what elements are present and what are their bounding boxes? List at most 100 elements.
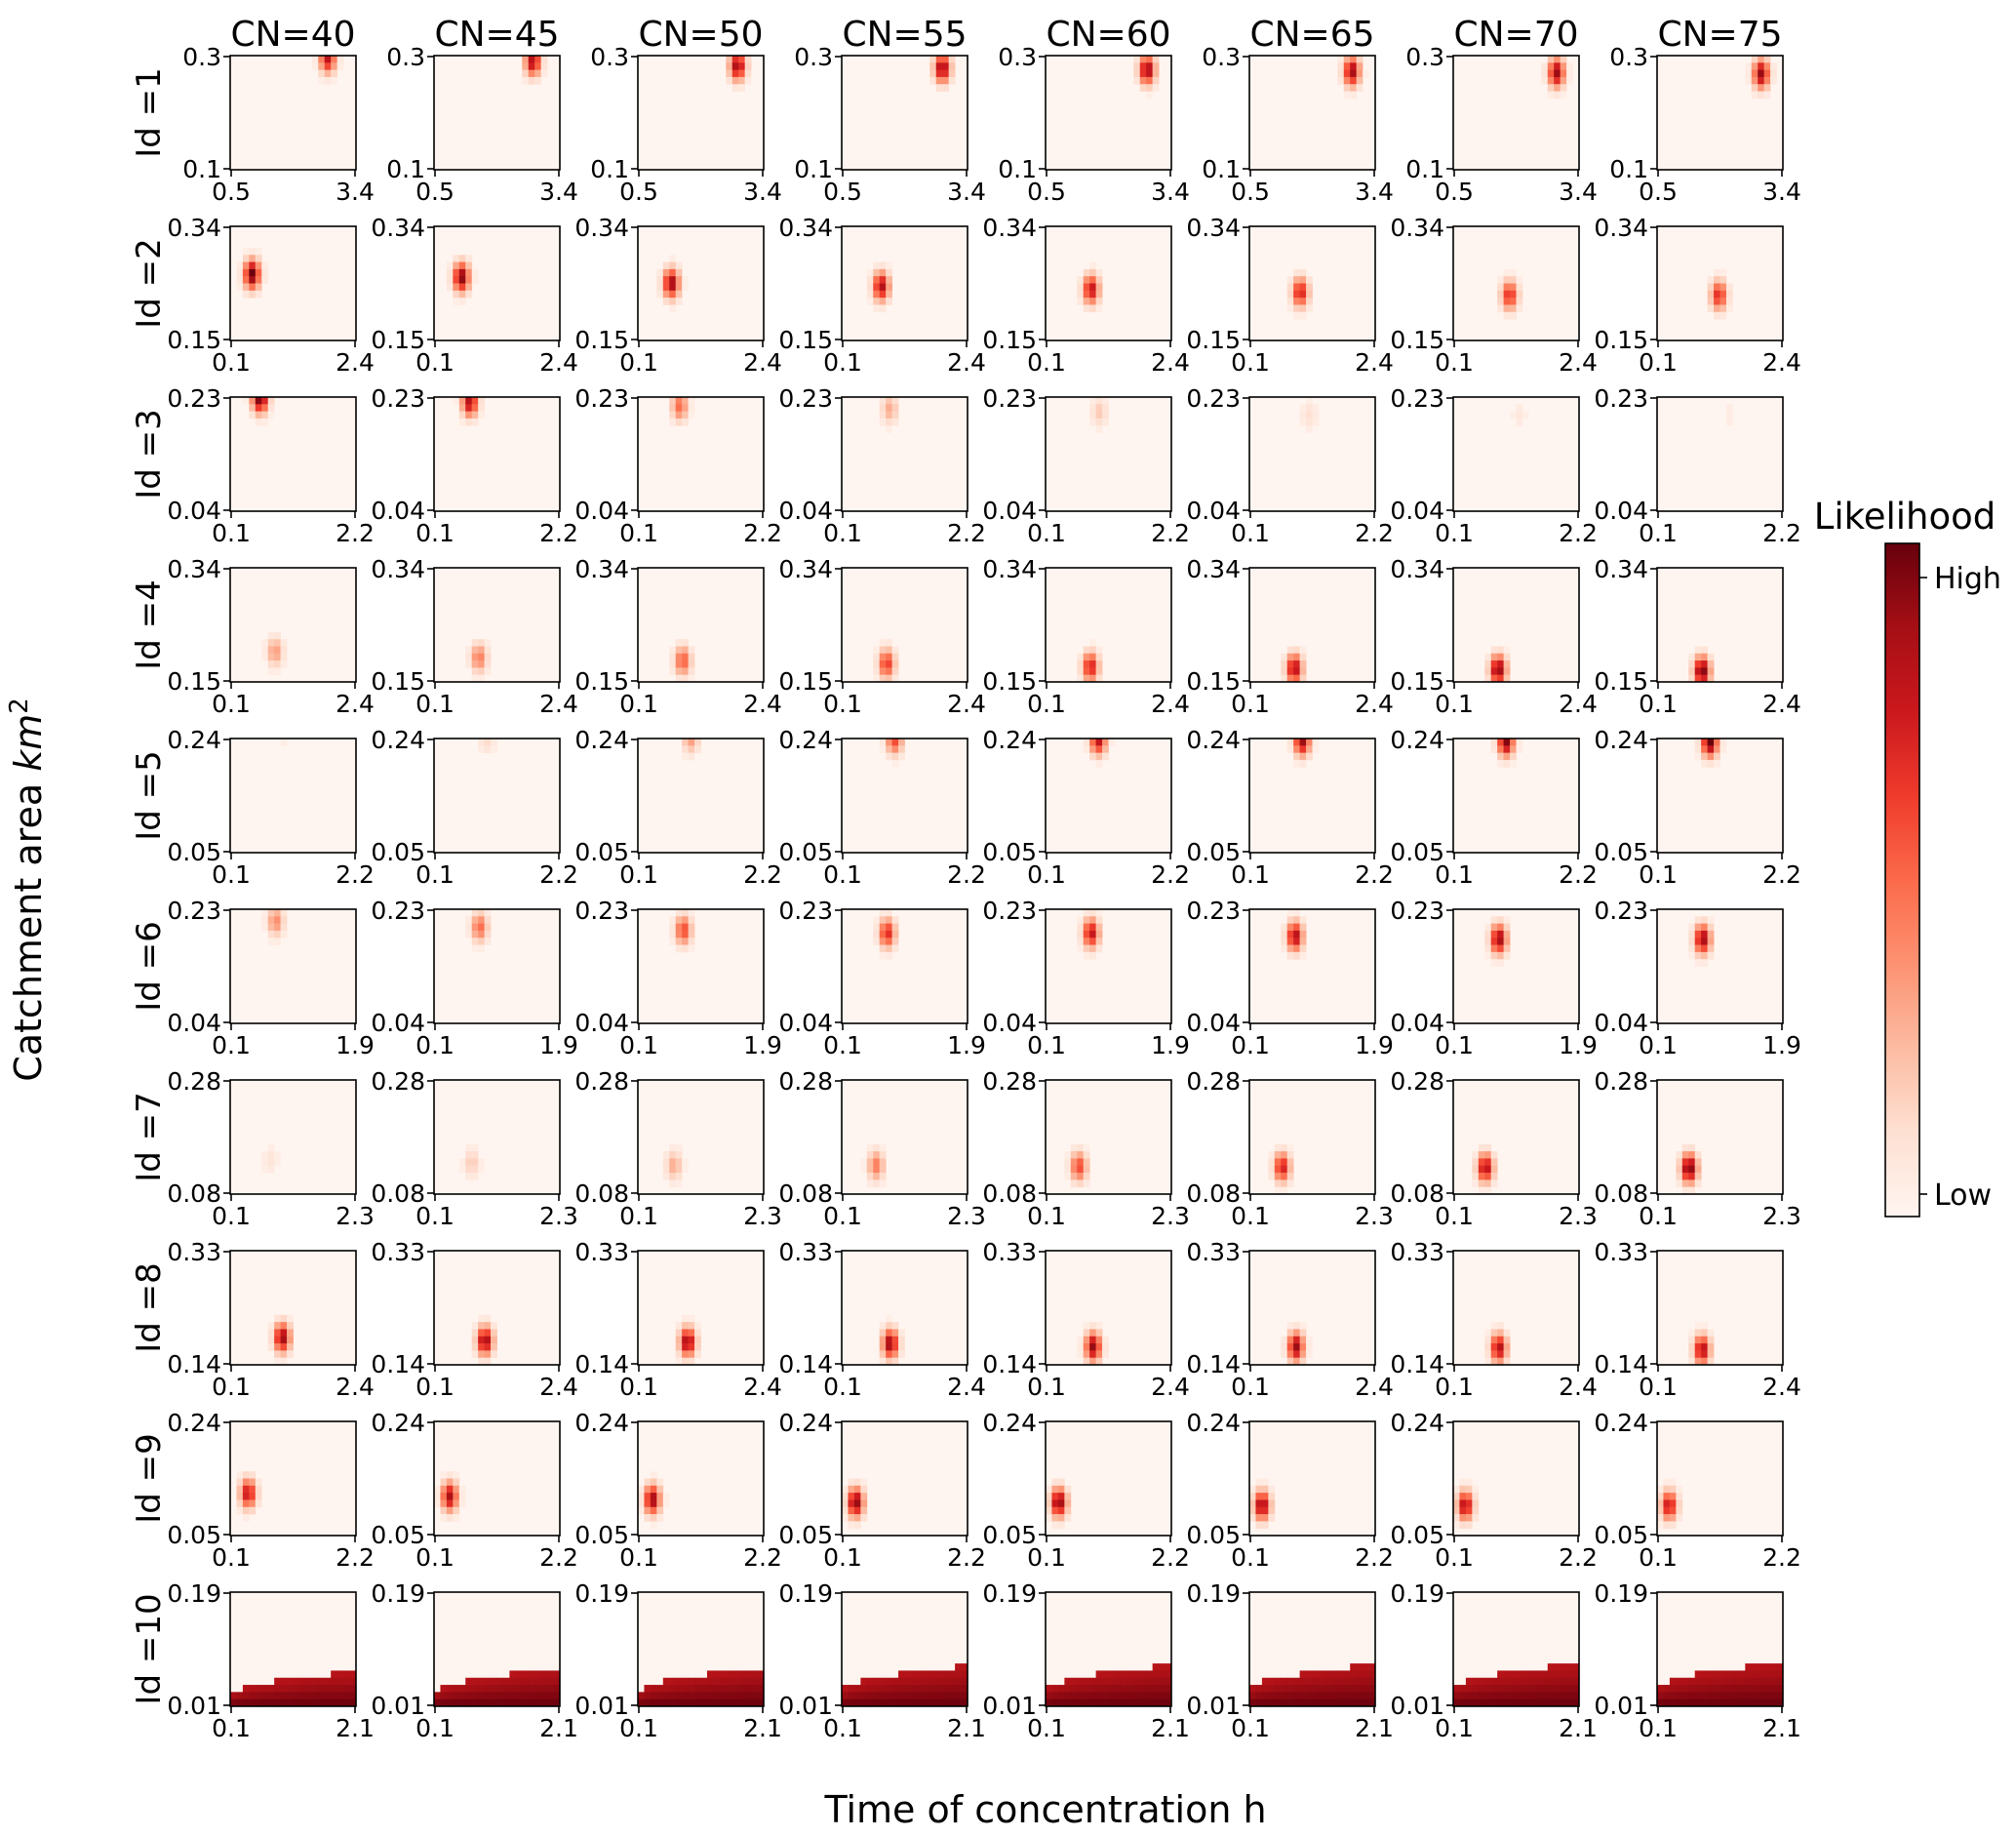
heatmap-cell bbox=[1312, 1685, 1320, 1693]
heatmap-cell bbox=[886, 268, 892, 277]
heatmap-cell bbox=[669, 255, 677, 262]
heatmap-cell bbox=[318, 62, 326, 71]
heatmap-cell bbox=[1077, 1685, 1085, 1693]
x-tick-label: 0.1 bbox=[1639, 1714, 1678, 1742]
heatmap-cell bbox=[688, 1336, 695, 1344]
heatmap-cell bbox=[478, 944, 485, 953]
colorbar-high-label: High bbox=[1934, 562, 2001, 596]
heatmap-cell bbox=[682, 653, 689, 661]
heatmap-cell bbox=[1490, 1151, 1498, 1159]
heatmap-panel: 0.230.040.1 1.9 bbox=[982, 897, 1190, 1059]
heatmap-cell bbox=[1472, 1179, 1480, 1188]
panel-frame bbox=[637, 1250, 765, 1366]
y-tick-label: 0.28 bbox=[1186, 1067, 1241, 1096]
heatmap-cell bbox=[879, 1173, 887, 1180]
heatmap-cell bbox=[1758, 1685, 1765, 1693]
heatmap-cell bbox=[446, 1485, 454, 1494]
heatmap-cell bbox=[662, 1165, 670, 1174]
heatmap-cell bbox=[1497, 1343, 1504, 1351]
heatmap-cell bbox=[553, 1670, 561, 1679]
heatmap-cell bbox=[886, 290, 892, 299]
x-tick-label: 2.4 bbox=[1151, 1373, 1190, 1401]
heatmap-cell bbox=[1281, 1179, 1288, 1188]
heatmap-cell bbox=[1293, 745, 1300, 754]
heatmap-cell bbox=[261, 916, 269, 925]
heatmap-cell bbox=[1776, 1663, 1784, 1671]
heatmap-cell bbox=[553, 1685, 561, 1693]
y-tick-label: 0.33 bbox=[1186, 1238, 1241, 1266]
heatmap-cell bbox=[1293, 646, 1300, 655]
heatmap-cell bbox=[1070, 1151, 1078, 1159]
heatmap-cell bbox=[1089, 660, 1096, 668]
y-tick-label: 0.05 bbox=[778, 1521, 833, 1549]
heatmap-cell bbox=[694, 745, 701, 754]
heatmap-cell bbox=[1701, 1677, 1708, 1686]
heatmap-cell bbox=[1095, 1357, 1103, 1366]
heatmap-cell bbox=[242, 1514, 250, 1522]
heatmap-cell bbox=[1745, 1663, 1753, 1671]
heatmap-cell bbox=[682, 752, 689, 761]
x-tick-label: 0.1 bbox=[823, 690, 862, 718]
heatmap-cell bbox=[1694, 916, 1702, 925]
heatmap-cell bbox=[1714, 268, 1720, 277]
heatmap-cell bbox=[1293, 739, 1300, 746]
heatmap-cell bbox=[1356, 1670, 1364, 1679]
y-tick-label: 0.04 bbox=[1186, 1009, 1241, 1037]
y-tick-label: 0.33 bbox=[574, 1238, 629, 1266]
y-tick-label: 0.15 bbox=[982, 667, 1037, 696]
heatmap-cell bbox=[1758, 1677, 1765, 1686]
heatmap-cell bbox=[440, 1698, 448, 1707]
heatmap-cell bbox=[1286, 1329, 1294, 1338]
heatmap-cell bbox=[349, 1677, 357, 1686]
heatmap-panel: 0.330.140.1 2.4 bbox=[1594, 1238, 1801, 1401]
heatmap-cell bbox=[1083, 739, 1090, 746]
heatmap-cell bbox=[1095, 283, 1103, 292]
x-tick-label: 0.1 bbox=[823, 1031, 862, 1059]
heatmap-cell bbox=[1510, 1670, 1517, 1679]
heatmap-cell bbox=[1299, 951, 1307, 960]
heatmap-cell bbox=[662, 1493, 670, 1500]
heatmap-cell bbox=[675, 923, 683, 932]
x-tick-label: 2.3 bbox=[1559, 1202, 1598, 1230]
panel-frame bbox=[637, 55, 765, 171]
heatmap-cell bbox=[1306, 739, 1313, 746]
heatmap-cell bbox=[719, 1670, 727, 1679]
heatmap-cell bbox=[669, 298, 677, 305]
heatmap-cell bbox=[904, 1670, 912, 1679]
heatmap-panel: 0.340.150.1 2.4 bbox=[371, 214, 578, 377]
heatmap-cell bbox=[929, 1677, 937, 1686]
heatmap-cell bbox=[842, 1698, 849, 1707]
panel-frame bbox=[1248, 396, 1376, 512]
heatmap-cell bbox=[547, 1692, 554, 1700]
heatmap-cell bbox=[1510, 739, 1517, 746]
heatmap-cell bbox=[1306, 1350, 1313, 1359]
heatmap-cell bbox=[1554, 1685, 1561, 1693]
y-tick-label: 0.24 bbox=[778, 726, 833, 754]
heatmap-panel: 0.240.050.1 2.2 bbox=[982, 1409, 1190, 1572]
heatmap-cell bbox=[669, 1677, 677, 1686]
heatmap-cell bbox=[534, 1685, 542, 1693]
heatmap-cell bbox=[682, 1322, 689, 1330]
heatmap-cell bbox=[1657, 1521, 1664, 1530]
heatmap-cell bbox=[891, 660, 899, 668]
heatmap-cell bbox=[1306, 418, 1313, 426]
x-tick-label: 0.1 bbox=[1639, 348, 1678, 377]
heatmap-cell bbox=[726, 1670, 733, 1679]
heatmap-cell bbox=[1368, 1663, 1376, 1671]
heatmap-cell bbox=[1484, 1336, 1492, 1344]
heatmap-cell bbox=[1472, 1506, 1480, 1515]
heatmap-cell bbox=[1057, 1493, 1065, 1500]
heatmap-cell bbox=[1077, 660, 1085, 668]
heatmap-cell bbox=[848, 1521, 855, 1530]
y-tick-label: 0.15 bbox=[167, 667, 221, 696]
heatmap-cell bbox=[1497, 1357, 1504, 1366]
heatmap-cell bbox=[471, 268, 479, 277]
heatmap-cell bbox=[261, 909, 269, 917]
heatmap-cell bbox=[898, 1670, 905, 1679]
heatmap-cell bbox=[650, 1521, 657, 1530]
panel-background bbox=[1249, 568, 1375, 682]
heatmap-cell bbox=[1503, 1329, 1511, 1338]
heatmap-cell bbox=[1089, 909, 1096, 917]
x-tick-label: 0.1 bbox=[212, 1202, 251, 1230]
y-tick-label: 0.08 bbox=[982, 1179, 1037, 1208]
